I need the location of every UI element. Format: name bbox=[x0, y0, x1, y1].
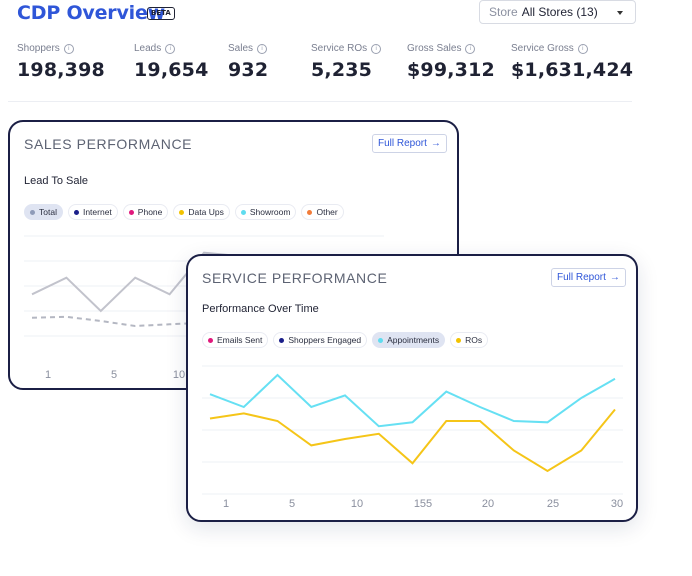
legend-chip-shoppers-engaged[interactable]: Shoppers Engaged bbox=[273, 332, 368, 348]
legend-chip-ros[interactable]: ROs bbox=[450, 332, 489, 348]
stat-label: Sales bbox=[228, 43, 254, 54]
x-tick-label: 25 bbox=[547, 498, 559, 510]
stat-service-gross: Service Gross i $1,631,424 bbox=[511, 43, 633, 81]
legend-label: ROs bbox=[465, 335, 483, 345]
legend-label: Data Ups bbox=[188, 207, 224, 217]
service-legend: Emails Sent Shoppers Engaged Appointment… bbox=[202, 332, 489, 348]
service-full-report-button[interactable]: Full Report → bbox=[551, 268, 626, 287]
legend-chip-phone[interactable]: Phone bbox=[122, 204, 169, 220]
x-tick-label: 5 bbox=[289, 498, 295, 510]
legend-label: Other bbox=[316, 207, 338, 217]
sales-legend: Total Internet Phone Data Ups Showroom O… bbox=[24, 204, 344, 220]
legend-dot bbox=[128, 209, 134, 215]
sales-chart-subtitle: Lead To Sale bbox=[24, 175, 89, 187]
legend-dot bbox=[456, 337, 462, 343]
info-icon[interactable]: i bbox=[257, 43, 268, 54]
x-tick-label: 1 bbox=[45, 369, 51, 381]
legend-dot bbox=[30, 209, 35, 215]
service-card-title: SERVICE PERFORMANCE bbox=[202, 270, 388, 286]
service-performance-card: SERVICE PERFORMANCE Full Report → Perfor… bbox=[186, 254, 638, 522]
sales-card-title: SALES PERFORMANCE bbox=[24, 136, 193, 152]
legend-dot bbox=[279, 337, 285, 343]
stat-shoppers: Shoppers i 198,398 bbox=[17, 43, 105, 81]
legend-dot bbox=[208, 337, 213, 343]
legend-dot bbox=[73, 209, 79, 215]
legend-label: Appointments bbox=[387, 335, 440, 345]
page-title: CDP Overview bbox=[17, 2, 165, 24]
stat-label: Shoppers bbox=[17, 43, 60, 54]
legend-chip-data-ups[interactable]: Data Ups bbox=[173, 204, 230, 220]
legend-chip-total[interactable]: Total bbox=[24, 204, 63, 220]
stat-sales: Sales i 932 bbox=[228, 43, 268, 81]
arrow-right-icon: → bbox=[430, 138, 441, 149]
legend-chip-emails-sent[interactable]: Emails Sent bbox=[202, 332, 269, 348]
info-icon[interactable]: i bbox=[371, 43, 382, 54]
beta-badge: BETA bbox=[147, 7, 175, 20]
legend-label: Internet bbox=[82, 207, 112, 217]
legend-dot bbox=[307, 209, 313, 215]
legend-dot bbox=[179, 209, 185, 215]
stat-value: $99,312 bbox=[407, 59, 495, 81]
x-tick-label: 20 bbox=[482, 498, 494, 510]
info-icon[interactable]: i bbox=[577, 43, 588, 54]
full-report-label: Full Report bbox=[557, 272, 606, 283]
legend-chip-appointments[interactable]: Appointments bbox=[372, 332, 446, 348]
service-chart: 1 5 10 155 20 25 30 bbox=[202, 365, 623, 510]
legend-dot bbox=[240, 209, 246, 215]
legend-label: Shoppers Engaged bbox=[288, 335, 362, 345]
service-chart-subtitle: Performance Over Time bbox=[202, 303, 319, 315]
store-select-value: All Stores (13) bbox=[521, 5, 598, 19]
info-icon[interactable]: i bbox=[63, 43, 74, 54]
legend-chip-internet[interactable]: Internet bbox=[67, 204, 118, 220]
legend-label: Emails Sent bbox=[217, 335, 263, 345]
stat-label: Service ROs bbox=[311, 43, 368, 54]
store-select-label: Store bbox=[489, 5, 518, 19]
service-series-line-2 bbox=[209, 408, 616, 473]
info-icon[interactable]: i bbox=[165, 43, 176, 54]
legend-label: Total bbox=[39, 207, 57, 217]
chevron-down-icon bbox=[617, 11, 623, 15]
x-tick-label: 30 bbox=[611, 498, 623, 510]
legend-label: Showroom bbox=[249, 207, 291, 217]
stat-value: 198,398 bbox=[17, 59, 105, 81]
legend-chip-other[interactable]: Other bbox=[301, 204, 344, 220]
arrow-right-icon: → bbox=[609, 272, 620, 283]
legend-label: Phone bbox=[137, 207, 163, 217]
stat-gross-sales: Gross Sales i $99,312 bbox=[407, 43, 495, 81]
info-icon[interactable]: i bbox=[465, 43, 476, 54]
stat-value: 932 bbox=[228, 59, 269, 81]
stat-label: Service Gross bbox=[511, 43, 574, 54]
stat-value: 5,235 bbox=[311, 59, 373, 81]
x-tick-label: 10 bbox=[173, 369, 185, 381]
stat-value: 19,654 bbox=[134, 59, 209, 81]
legend-dot bbox=[378, 337, 384, 343]
stat-value: $1,631,424 bbox=[511, 59, 634, 81]
x-tick-label: 155 bbox=[414, 498, 432, 510]
full-report-label: Full Report bbox=[378, 138, 427, 149]
stat-leads: Leads i 19,654 bbox=[134, 43, 209, 81]
x-tick-label: 1 bbox=[223, 498, 229, 510]
x-tick-label: 10 bbox=[351, 498, 363, 510]
x-tick-label: 5 bbox=[111, 369, 117, 381]
stat-label: Leads bbox=[134, 43, 162, 54]
legend-chip-showroom[interactable]: Showroom bbox=[234, 204, 297, 220]
divider bbox=[8, 101, 632, 102]
store-select[interactable]: Store All Stores (13) bbox=[479, 0, 636, 24]
sales-full-report-button[interactable]: Full Report → bbox=[372, 134, 447, 153]
service-series-line-1 bbox=[209, 373, 616, 428]
stat-service-ros: Service ROs i 5,235 bbox=[311, 43, 382, 81]
stat-label: Gross Sales bbox=[407, 43, 462, 54]
